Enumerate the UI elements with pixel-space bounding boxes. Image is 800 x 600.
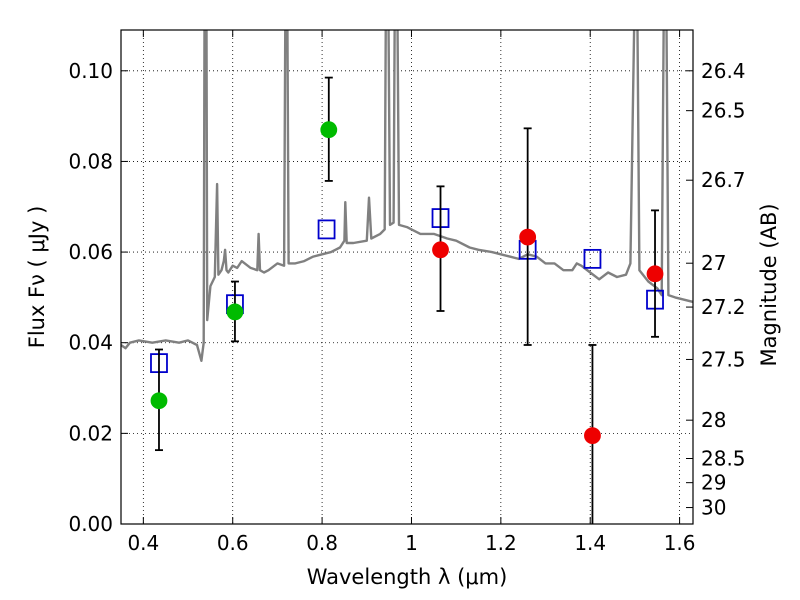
- y-tick-label: 0.02: [68, 421, 113, 445]
- photometry-point: [646, 265, 664, 283]
- axes: 0.4 0.6 0.8 1 1.2 1.4 1.6 0.00 0.02 0.04 0.06 0.08 0…: [68, 30, 746, 555]
- model-square-point: [583, 248, 602, 269]
- x-tick-label: 0.6: [217, 531, 249, 555]
- y2-axis-label: Magnitude (AB): [757, 203, 781, 366]
- x-tick-label: 1.4: [574, 531, 606, 555]
- y-tick-label: 0.10: [68, 59, 113, 83]
- y2-tick-label: 28.5: [701, 446, 746, 470]
- model-square-point: [317, 219, 336, 240]
- photometry-point: [519, 228, 537, 246]
- x-tick-label: 1.2: [485, 531, 517, 555]
- photometry-point: [584, 427, 601, 445]
- x-tick-label: 0.8: [306, 531, 338, 555]
- y2-tick-label: 27: [701, 251, 726, 275]
- photometry-point: [226, 303, 244, 321]
- y2-tick-label: 27.5: [701, 347, 746, 371]
- y-axis-label: Flux Fν ( μJy ): [25, 206, 49, 349]
- plot-frame: [120, 29, 694, 525]
- y2-tick-label: 30: [701, 496, 726, 520]
- spectrum-line: [121, 30, 693, 362]
- y2-tick-label: 29: [701, 471, 726, 495]
- x-axis-label: Wavelength λ (μm): [307, 565, 508, 589]
- y-tick-label: 0.06: [68, 240, 113, 264]
- x-tick-label: 1: [405, 531, 418, 555]
- photometry-point: [432, 241, 449, 259]
- y-tick-label: 0.00: [68, 512, 113, 536]
- photometry-point: [150, 392, 168, 410]
- y2-tick-label: 26.4: [701, 59, 746, 83]
- x-tick-label: 1.6: [664, 531, 696, 555]
- y2-tick-label: 28: [701, 408, 726, 432]
- y-tick-label: 0.04: [68, 331, 113, 355]
- y2-tick-label: 26.7: [701, 168, 746, 192]
- y2-tick-label: 26.5: [701, 99, 746, 123]
- x-tick-label: 0.4: [127, 531, 159, 555]
- y2-tick-label: 27.2: [701, 295, 746, 319]
- y-tick-label: 0.08: [68, 149, 113, 173]
- photometry-point: [320, 121, 338, 139]
- plot-area: [121, 30, 693, 524]
